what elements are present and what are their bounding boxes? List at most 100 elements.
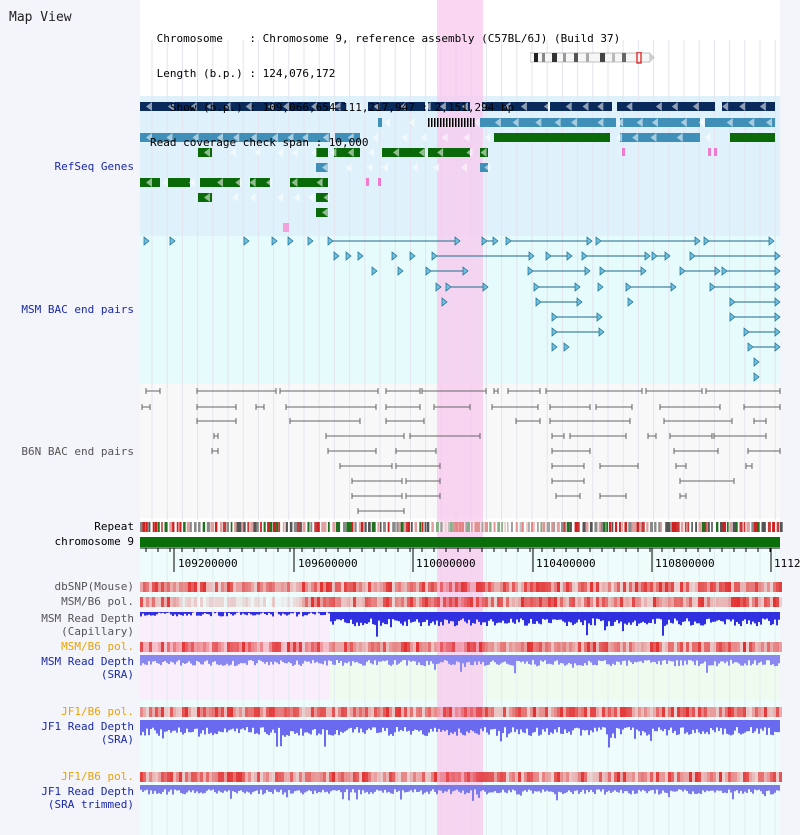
msm-bac-end (670, 282, 677, 292)
read-depth-bar (204, 655, 206, 662)
read-depth-bar (518, 655, 520, 661)
repeat-mark (526, 522, 530, 532)
read-depth-bar (196, 785, 198, 792)
polymorphism-bin (413, 772, 416, 782)
read-depth-bar (552, 720, 554, 734)
polymorphism-bin (512, 642, 515, 652)
read-depth-bar (726, 655, 728, 662)
refseq-gene-arrow (722, 102, 729, 111)
msm-bac-end (435, 282, 442, 292)
polymorphism-bin (392, 597, 395, 607)
polymorphism-bin (425, 582, 428, 592)
polymorphism-bin (314, 707, 317, 717)
read-depth-bar (478, 785, 480, 798)
read-depth-bar (190, 655, 192, 664)
polymorphism-bin (497, 772, 500, 782)
polymorphism-bin (308, 707, 311, 717)
repeat-mark (296, 522, 301, 532)
read-depth-bar (738, 720, 740, 734)
read-depth-bar (448, 785, 450, 790)
read-depth-bar (602, 785, 604, 790)
read-depth-bar (750, 785, 752, 792)
refseq-gene-arrow (597, 118, 604, 127)
read-depth-bar (642, 655, 644, 663)
polymorphism-bin (497, 597, 500, 607)
polymorphism-bin (254, 707, 257, 717)
read-depth-bar (150, 785, 152, 791)
read-depth-bar (262, 720, 264, 728)
read-depth-bar (764, 655, 766, 665)
polymorphism-bin (263, 772, 266, 782)
polymorphism-bin (662, 597, 665, 607)
polymorphism-bin (206, 642, 209, 652)
polymorphism-bin (542, 597, 545, 607)
refseq-gene-arrow (400, 102, 407, 111)
refseq-gene-arrow (167, 102, 174, 111)
polymorphism-bin (389, 707, 392, 717)
polymorphism-bin (626, 707, 629, 717)
chromosome-ideogram[interactable] (530, 52, 656, 64)
polymorphism-bin (722, 597, 725, 607)
polymorphism-bin (434, 772, 437, 782)
read-depth-bar (622, 655, 624, 661)
repeat-mark (753, 522, 757, 532)
read-depth-bar (478, 720, 480, 735)
read-depth-bar (588, 720, 590, 735)
read-depth-bar (354, 785, 356, 793)
read-depth-bar (142, 720, 144, 732)
polymorphism-bin (566, 582, 569, 592)
polymorphism-bin (761, 642, 764, 652)
read-depth-bar (658, 655, 660, 661)
polymorphism-bin (551, 772, 554, 782)
polymorphism-bin (281, 707, 284, 717)
read-depth-bar (526, 720, 528, 729)
read-depth-bar (366, 612, 368, 624)
polymorphism-bin (686, 597, 689, 607)
polymorphism-bin (179, 772, 182, 782)
refseq-marker (708, 148, 711, 156)
polymorphism-bin (308, 642, 311, 652)
polymorphism-bin (227, 707, 230, 717)
polymorphism-bin (260, 707, 263, 717)
read-depth-bar (228, 720, 230, 731)
read-depth-bar (474, 720, 476, 733)
repeat-mark (698, 522, 702, 532)
read-depth-bar (212, 720, 214, 736)
polymorphism-bin (560, 582, 563, 592)
read-depth-bar (236, 655, 238, 666)
polymorphism-bin (332, 707, 335, 717)
read-depth-bar (756, 785, 758, 791)
read-depth-bar (594, 612, 596, 626)
read-depth-bar (446, 655, 448, 661)
polymorphism-bin (218, 707, 221, 717)
polymorphism-bin (755, 597, 758, 607)
polymorphism-bin (635, 772, 638, 782)
read-depth-bar (614, 655, 616, 665)
read-depth-bar (330, 612, 332, 622)
read-depth-bar (340, 612, 342, 621)
read-depth-bar (440, 785, 442, 791)
refseq-gene-arrow (626, 102, 633, 111)
read-depth-bar (722, 720, 724, 735)
refseq-marker (378, 178, 381, 186)
polymorphism-bin (446, 772, 449, 782)
read-depth-bar (152, 720, 154, 728)
polymorphism-bin (548, 707, 551, 717)
read-depth-bar (636, 720, 638, 730)
read-depth-bar (644, 785, 646, 792)
read-depth-bar (486, 720, 488, 733)
read-depth-bar (278, 655, 280, 665)
read-depth-bar (574, 612, 576, 624)
polymorphism-bin (476, 707, 479, 717)
polymorphism-bin (191, 597, 194, 607)
read-depth-bar (280, 612, 282, 616)
read-depth-bar (296, 785, 298, 791)
read-depth-bar (774, 655, 776, 667)
polymorphism-bin (596, 582, 599, 592)
read-depth-bar (616, 612, 618, 621)
read-depth-bar (428, 655, 430, 665)
read-depth-bar (732, 655, 734, 664)
polymorphism-bin (212, 597, 215, 607)
read-depth-bar (618, 655, 620, 662)
msm-bac-end (694, 236, 701, 246)
